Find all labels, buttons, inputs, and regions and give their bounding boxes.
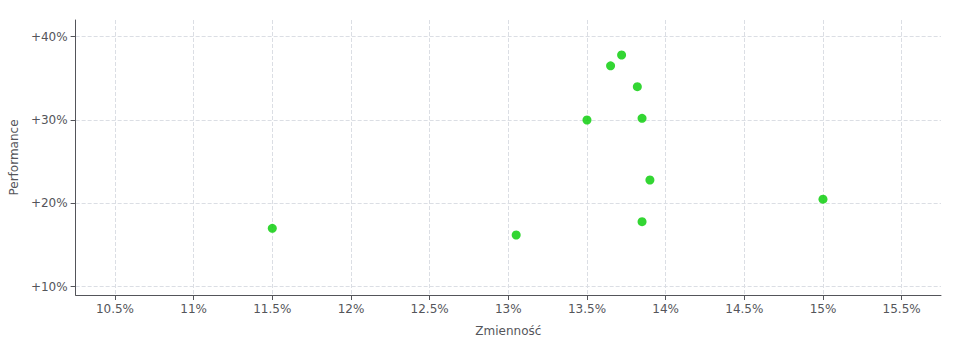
- svg-text:14.5%: 14.5%: [725, 302, 763, 316]
- svg-text:Performance: Performance: [7, 119, 21, 195]
- svg-text:13%: 13%: [495, 302, 522, 316]
- svg-text:11.5%: 11.5%: [253, 302, 291, 316]
- svg-text:13.5%: 13.5%: [568, 302, 606, 316]
- svg-text:15%: 15%: [810, 302, 837, 316]
- svg-text:10.5%: 10.5%: [96, 302, 134, 316]
- svg-text:14%: 14%: [652, 302, 679, 316]
- svg-text:11%: 11%: [180, 302, 207, 316]
- svg-text:+30%: +30%: [31, 113, 68, 127]
- svg-text:12%: 12%: [338, 302, 365, 316]
- svg-text:+40%: +40%: [31, 30, 68, 44]
- svg-text:+10%: +10%: [31, 280, 68, 294]
- svg-text:12.5%: 12.5%: [411, 302, 449, 316]
- svg-text:15.5%: 15.5%: [883, 302, 921, 316]
- svg-text:+20%: +20%: [31, 196, 68, 210]
- svg-text:Zmienność: Zmienność: [475, 324, 541, 338]
